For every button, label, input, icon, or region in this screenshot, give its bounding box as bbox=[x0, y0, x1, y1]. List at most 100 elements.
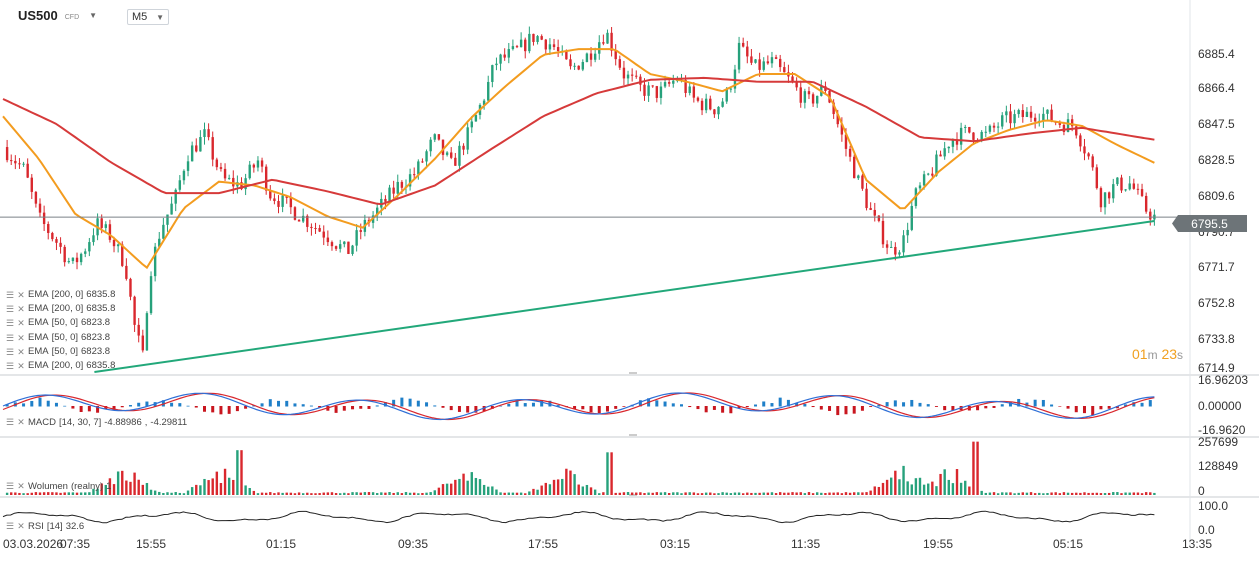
volume-bar bbox=[1153, 492, 1156, 495]
volume-bar bbox=[914, 478, 918, 495]
volume-bar bbox=[227, 477, 231, 495]
macd-histogram-bar bbox=[30, 400, 34, 407]
candle-body bbox=[770, 57, 774, 64]
menu-icon[interactable]: ☰ bbox=[6, 481, 15, 491]
candle-body bbox=[482, 100, 486, 105]
candle-body bbox=[34, 191, 38, 204]
volume-bar bbox=[721, 492, 724, 495]
candle-body bbox=[927, 173, 930, 175]
candle-body bbox=[881, 220, 885, 245]
macd-value1: -4.88986 bbox=[104, 417, 142, 428]
candle-body bbox=[273, 198, 276, 202]
volume-bar bbox=[1128, 492, 1131, 495]
candle-body bbox=[297, 219, 301, 222]
candle-body bbox=[1083, 146, 1086, 154]
close-icon[interactable]: ✕ bbox=[17, 360, 25, 371]
macd-histogram-bar bbox=[655, 400, 659, 407]
candle-body bbox=[507, 49, 510, 58]
candle-body bbox=[1107, 192, 1111, 199]
candle-body bbox=[158, 238, 161, 247]
countdown-seconds: 23 bbox=[1161, 346, 1178, 362]
volume-bar bbox=[766, 492, 770, 495]
volume-bar bbox=[659, 492, 663, 495]
candle-body bbox=[861, 175, 864, 189]
indicator-value: 6835.8 bbox=[86, 359, 116, 371]
close-icon[interactable]: ✕ bbox=[17, 481, 25, 491]
caret-down-icon[interactable]: ▼ bbox=[89, 11, 98, 20]
candle-body bbox=[1128, 183, 1131, 190]
candle-body bbox=[322, 231, 325, 238]
menu-icon[interactable]: ☰ bbox=[6, 346, 15, 357]
candle-body bbox=[778, 58, 782, 68]
candle-body bbox=[1140, 189, 1144, 196]
macd-histogram-bar bbox=[918, 402, 922, 407]
indicator-params: [50, 0] bbox=[51, 345, 79, 357]
volume-tick-label: 128849 bbox=[1198, 459, 1238, 473]
candle-body bbox=[910, 205, 913, 230]
close-icon[interactable]: ✕ bbox=[17, 318, 25, 329]
candle-body bbox=[51, 232, 54, 240]
price-tick-label: 6714.9 bbox=[1198, 361, 1235, 375]
menu-icon[interactable]: ☰ bbox=[6, 304, 15, 315]
volume-bar bbox=[573, 474, 576, 495]
volume-bar bbox=[865, 492, 868, 495]
macd-histogram-bar bbox=[1058, 406, 1062, 407]
menu-icon[interactable]: ☰ bbox=[6, 290, 15, 300]
ema50-line bbox=[2, 48, 1155, 270]
candle-body bbox=[857, 175, 860, 179]
volume-bar bbox=[277, 492, 280, 495]
volume-bar bbox=[445, 483, 449, 495]
close-icon[interactable]: ✕ bbox=[17, 332, 25, 343]
candle-body bbox=[79, 253, 83, 263]
macd-histogram-bar bbox=[1008, 401, 1012, 407]
volume-bar bbox=[688, 492, 691, 495]
volume-bar bbox=[548, 484, 552, 495]
candle-body bbox=[1046, 109, 1049, 114]
volume-bar bbox=[602, 492, 605, 495]
candle-body bbox=[688, 86, 691, 93]
menu-icon[interactable]: ☰ bbox=[6, 521, 15, 531]
volume-bar bbox=[75, 492, 79, 495]
timeframe-select[interactable]: M5 ▼ bbox=[127, 9, 169, 25]
macd-histogram-bar bbox=[581, 406, 585, 410]
volume-bar bbox=[655, 492, 659, 495]
menu-icon[interactable]: ☰ bbox=[6, 360, 15, 371]
menu-icon[interactable]: ☰ bbox=[6, 417, 15, 427]
close-icon[interactable]: ✕ bbox=[17, 521, 25, 531]
candle-body bbox=[145, 313, 149, 351]
volume-bar bbox=[186, 490, 190, 495]
close-icon[interactable]: ✕ bbox=[17, 346, 25, 357]
volume-bar bbox=[1095, 492, 1099, 495]
candle-body bbox=[750, 56, 753, 63]
close-icon[interactable]: ✕ bbox=[17, 304, 25, 315]
volume-bar bbox=[174, 492, 177, 495]
volume-bar bbox=[754, 492, 757, 495]
candle-body bbox=[318, 228, 321, 232]
close-icon[interactable]: ✕ bbox=[17, 417, 25, 427]
volume-bar bbox=[289, 492, 293, 495]
macd-histogram-bar bbox=[128, 405, 132, 407]
close-icon[interactable]: ✕ bbox=[17, 290, 25, 300]
menu-icon[interactable]: ☰ bbox=[6, 318, 15, 329]
macd-value2: -4.29811 bbox=[150, 417, 188, 428]
menu-icon[interactable]: ☰ bbox=[6, 332, 15, 343]
volume-bar bbox=[733, 492, 737, 495]
countdown-seconds-unit: s bbox=[1177, 348, 1184, 362]
macd-histogram-bar bbox=[729, 406, 733, 414]
candle-body bbox=[182, 170, 186, 181]
time-axis-label: 03:15 bbox=[660, 537, 690, 551]
symbol-name[interactable]: US500 bbox=[18, 8, 58, 23]
volume-bar bbox=[470, 472, 473, 495]
candle-body bbox=[487, 81, 490, 101]
volume-bar bbox=[421, 492, 424, 495]
macd-histogram-bar bbox=[992, 406, 996, 408]
macd-histogram-bar bbox=[301, 404, 305, 407]
volume-bar bbox=[861, 492, 864, 495]
trendline-layer[interactable] bbox=[94, 220, 1155, 373]
volume-bar bbox=[552, 479, 556, 495]
volume-bar bbox=[223, 468, 227, 495]
candle-body bbox=[511, 46, 515, 50]
macd-histogram-bar bbox=[219, 406, 223, 415]
indicator-legend-row: ☰ ✕ EMA [200, 0] 6835.8 bbox=[6, 288, 115, 302]
